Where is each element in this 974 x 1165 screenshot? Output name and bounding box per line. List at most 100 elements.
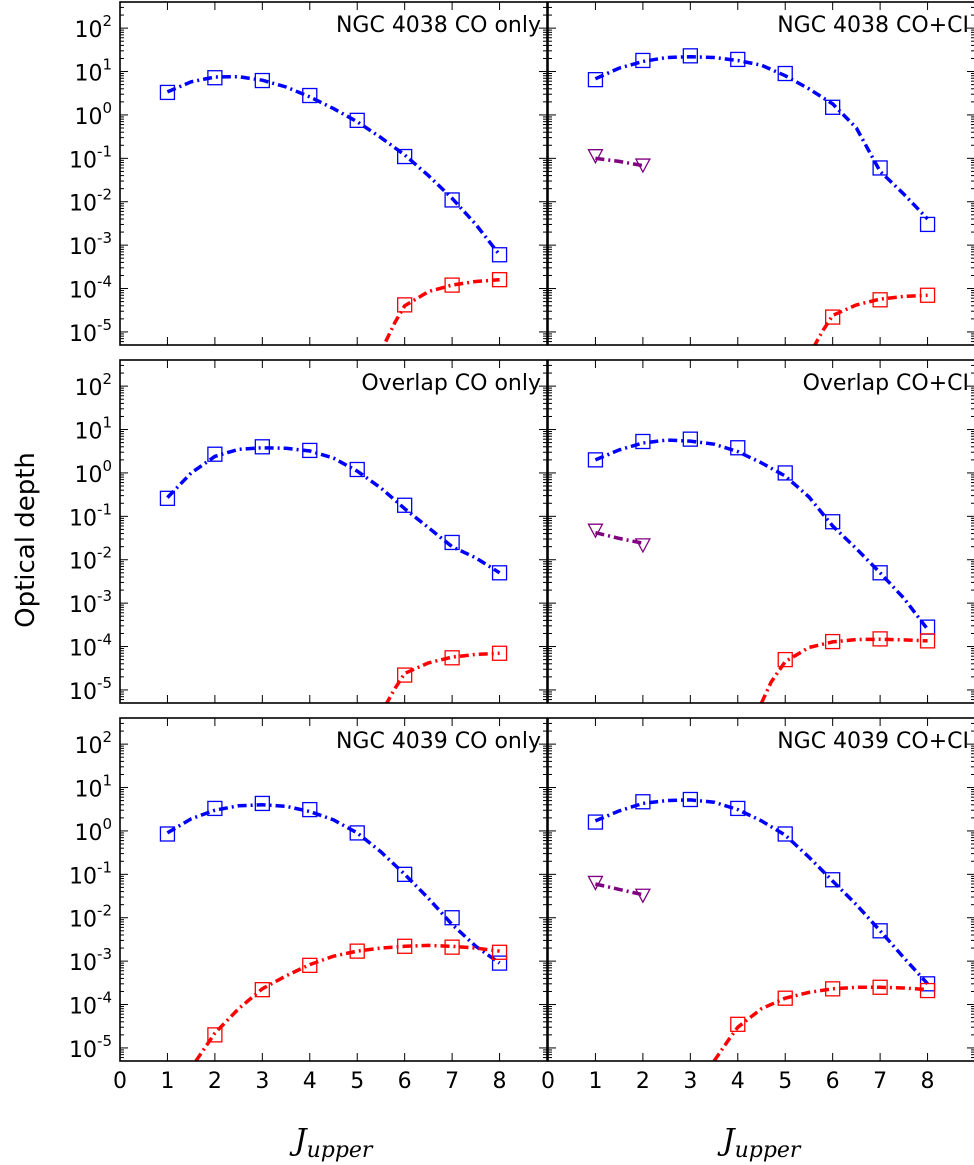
y-tick-exponent: -2: [97, 544, 112, 562]
series-line: [594, 54, 929, 221]
x-axis-label: Jupper: [717, 1123, 802, 1163]
y-tick-exponent: 0: [102, 457, 112, 475]
data-marker: [254, 982, 270, 998]
data-marker: [919, 982, 936, 999]
data-marker: [730, 440, 746, 456]
y-tick-exponent: -5: [97, 1032, 112, 1050]
data-marker: [349, 825, 365, 841]
panel-plot-area: [587, 431, 936, 703]
series-2: [587, 875, 651, 904]
x-axis-label-main: J: [289, 1123, 309, 1158]
series-line: [594, 798, 929, 985]
panel-title: Overlap CO only: [361, 371, 541, 396]
y-tick-label: 10-3: [69, 587, 112, 618]
panel-frame: [119, 1, 548, 346]
y-tick-exponent: 1: [102, 414, 112, 432]
data-marker: [302, 87, 318, 104]
data-marker: [254, 795, 270, 812]
data-marker: [825, 99, 841, 115]
y-tick-exponent: -3: [97, 587, 112, 605]
y-tick-base: 10: [74, 376, 102, 401]
y-tick-base: 10: [74, 778, 102, 803]
data-marker: [872, 292, 888, 308]
y-tick-base: 10: [74, 463, 102, 488]
data-marker: [491, 955, 508, 971]
series-1: [159, 70, 508, 263]
x-tick-label: 1: [160, 1069, 174, 1094]
y-tick-base: 10: [69, 680, 97, 705]
data-marker: [730, 1016, 746, 1032]
data-marker: [207, 446, 223, 462]
data-marker: [587, 523, 604, 539]
data-marker: [872, 631, 888, 647]
y-tick-label: 102: [74, 12, 112, 43]
x-tick-label: 5: [350, 1069, 364, 1094]
y-tick-label: 10-3: [69, 229, 112, 260]
y-tick-exponent: -1: [97, 142, 112, 160]
series-2: [587, 523, 651, 554]
y-tick-label: 10-4: [69, 273, 112, 304]
y-tick-label: 10-1: [69, 858, 112, 889]
y-tick-label: 10-1: [69, 500, 112, 531]
panel-plot-area: [587, 48, 936, 345]
series-1: [587, 48, 936, 233]
data-marker: [777, 651, 793, 668]
data-marker: [825, 872, 841, 888]
x-tick-label: 2: [208, 1069, 222, 1094]
panel-plot-area: [159, 70, 508, 343]
y-tick-base: 10: [69, 322, 97, 347]
x-tick-label: 6: [826, 1069, 840, 1094]
y-tick-base: 10: [69, 506, 97, 531]
panel-frame: [119, 717, 548, 1062]
y-tick-base: 10: [69, 1038, 97, 1063]
series-1: [587, 431, 936, 635]
y-tick-label: 10-5: [69, 674, 112, 705]
series-3: [812, 287, 936, 345]
y-tick-label: 10-4: [69, 631, 112, 662]
panel-title: NGC 4039 CO only: [336, 729, 541, 754]
y-tick-exponent: -3: [97, 945, 112, 963]
data-marker: [825, 514, 841, 530]
data-marker: [444, 650, 460, 666]
series-1: [159, 795, 508, 971]
data-marker: [919, 287, 936, 303]
data-marker: [587, 814, 604, 830]
x-tick-label: 0: [541, 1069, 555, 1094]
y-tick-label: 100: [74, 457, 112, 488]
data-marker: [872, 565, 888, 581]
data-marker: [397, 148, 413, 165]
y-tick-exponent: 2: [102, 728, 112, 746]
y-tick-exponent: -4: [97, 273, 112, 291]
data-marker: [682, 48, 698, 64]
y-tick-label: 102: [74, 370, 112, 401]
x-tick-label: 6: [398, 1069, 412, 1094]
data-marker: [587, 875, 604, 891]
y-tick-base: 10: [69, 148, 97, 173]
series-line: [812, 293, 928, 345]
y-tick-label: 10-2: [69, 902, 112, 933]
data-marker: [207, 800, 223, 817]
y-tick-base: 10: [69, 550, 97, 575]
data-marker: [777, 990, 793, 1006]
y-tick-exponent: -2: [97, 902, 112, 920]
y-tick-label: 10-3: [69, 945, 112, 976]
series-line: [594, 438, 929, 631]
data-marker: [919, 216, 936, 233]
data-marker: [349, 112, 365, 129]
series-line: [166, 446, 501, 575]
y-tick-label: 101: [74, 56, 112, 87]
panel-2: NGC 4038 CO+CI: [547, 1, 974, 346]
y-tick-exponent: -5: [97, 674, 112, 692]
data-marker: [254, 439, 270, 455]
series-line: [166, 803, 501, 965]
data-marker: [491, 645, 508, 661]
data-marker: [730, 51, 746, 68]
data-marker: [254, 72, 270, 89]
y-tick-exponent: -5: [97, 316, 112, 334]
x-tick-label: 0: [113, 1069, 127, 1094]
x-tick-label: 8: [493, 1069, 507, 1094]
data-marker: [159, 490, 176, 506]
